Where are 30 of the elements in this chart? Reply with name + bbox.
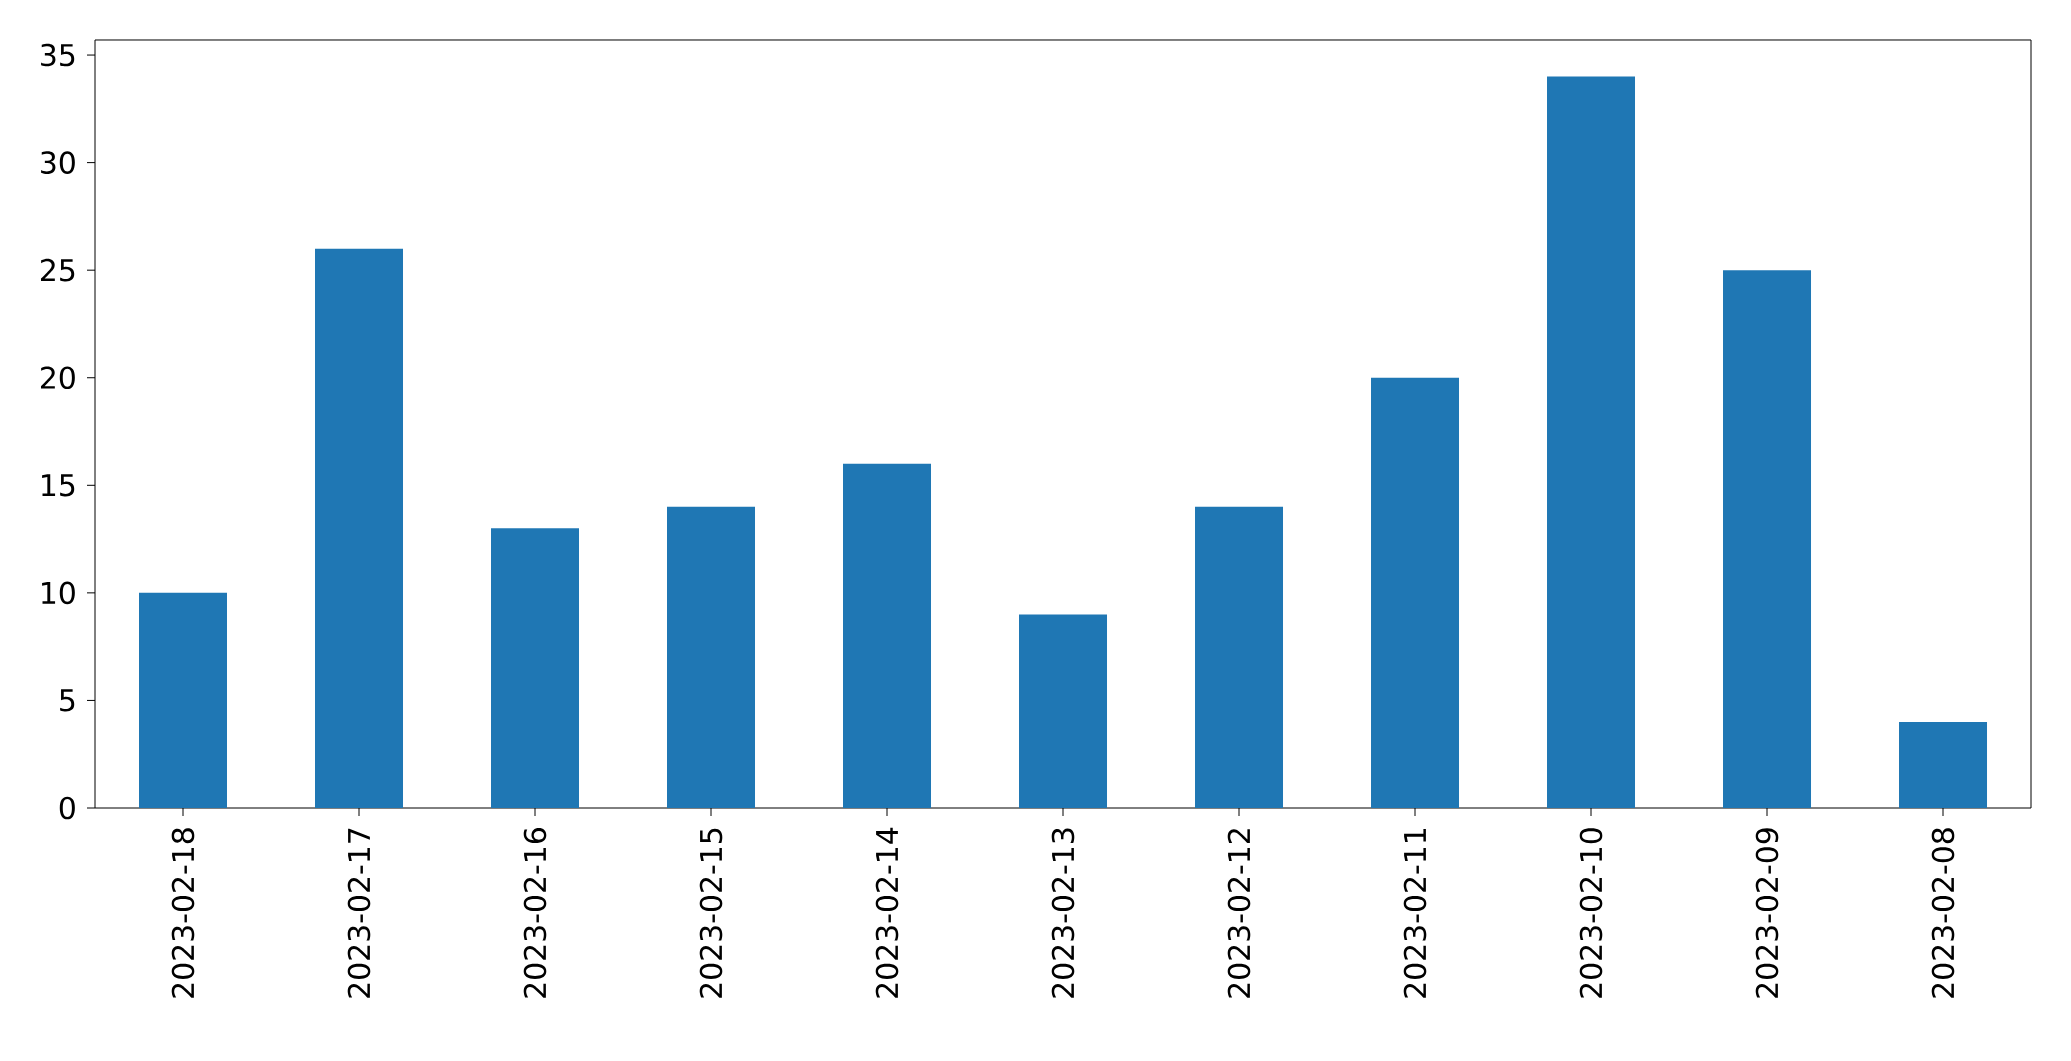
x-tick-label: 2023-02-11 bbox=[1403, 828, 1427, 998]
bar bbox=[1371, 377, 1460, 808]
bar bbox=[491, 528, 579, 808]
x-tick-label: 2023-02-15 bbox=[699, 828, 723, 998]
bar bbox=[667, 506, 755, 808]
bar bbox=[315, 248, 403, 808]
x-tick-label: 2023-02-14 bbox=[875, 827, 899, 998]
y-tick-label: 25 bbox=[40, 258, 75, 282]
x-tick-label: 2023-02-12 bbox=[1227, 829, 1251, 998]
bar bbox=[1195, 506, 1284, 808]
x-tick-label: 2023-02-10 bbox=[1579, 828, 1603, 998]
x-tick-label: 2023-02-13 bbox=[1051, 828, 1075, 998]
y-tick-label: 15 bbox=[42, 474, 75, 497]
x-tick-label: 2023-02-16 bbox=[523, 828, 547, 998]
x-tick-label: 2023-02-17 bbox=[347, 828, 371, 998]
x-tick-label: 2023-02-18 bbox=[171, 828, 195, 998]
y-tick-label: 10 bbox=[42, 581, 75, 605]
bar bbox=[1723, 270, 1812, 808]
y-tick-label: 30 bbox=[41, 151, 75, 174]
y-tick-label: 20 bbox=[40, 366, 75, 390]
bar bbox=[1899, 721, 1988, 808]
y-tick-label: 35 bbox=[41, 43, 75, 67]
bar bbox=[1547, 76, 1636, 808]
x-tick-label: 2023-02-09 bbox=[1755, 828, 1779, 998]
bar bbox=[1019, 614, 1108, 808]
y-tick-label: 5 bbox=[60, 689, 75, 712]
y-tick-label: 0 bbox=[59, 796, 75, 820]
bar bbox=[843, 463, 931, 808]
x-tick-label: 2023-02-08 bbox=[1931, 828, 1955, 998]
bar bbox=[139, 592, 227, 808]
